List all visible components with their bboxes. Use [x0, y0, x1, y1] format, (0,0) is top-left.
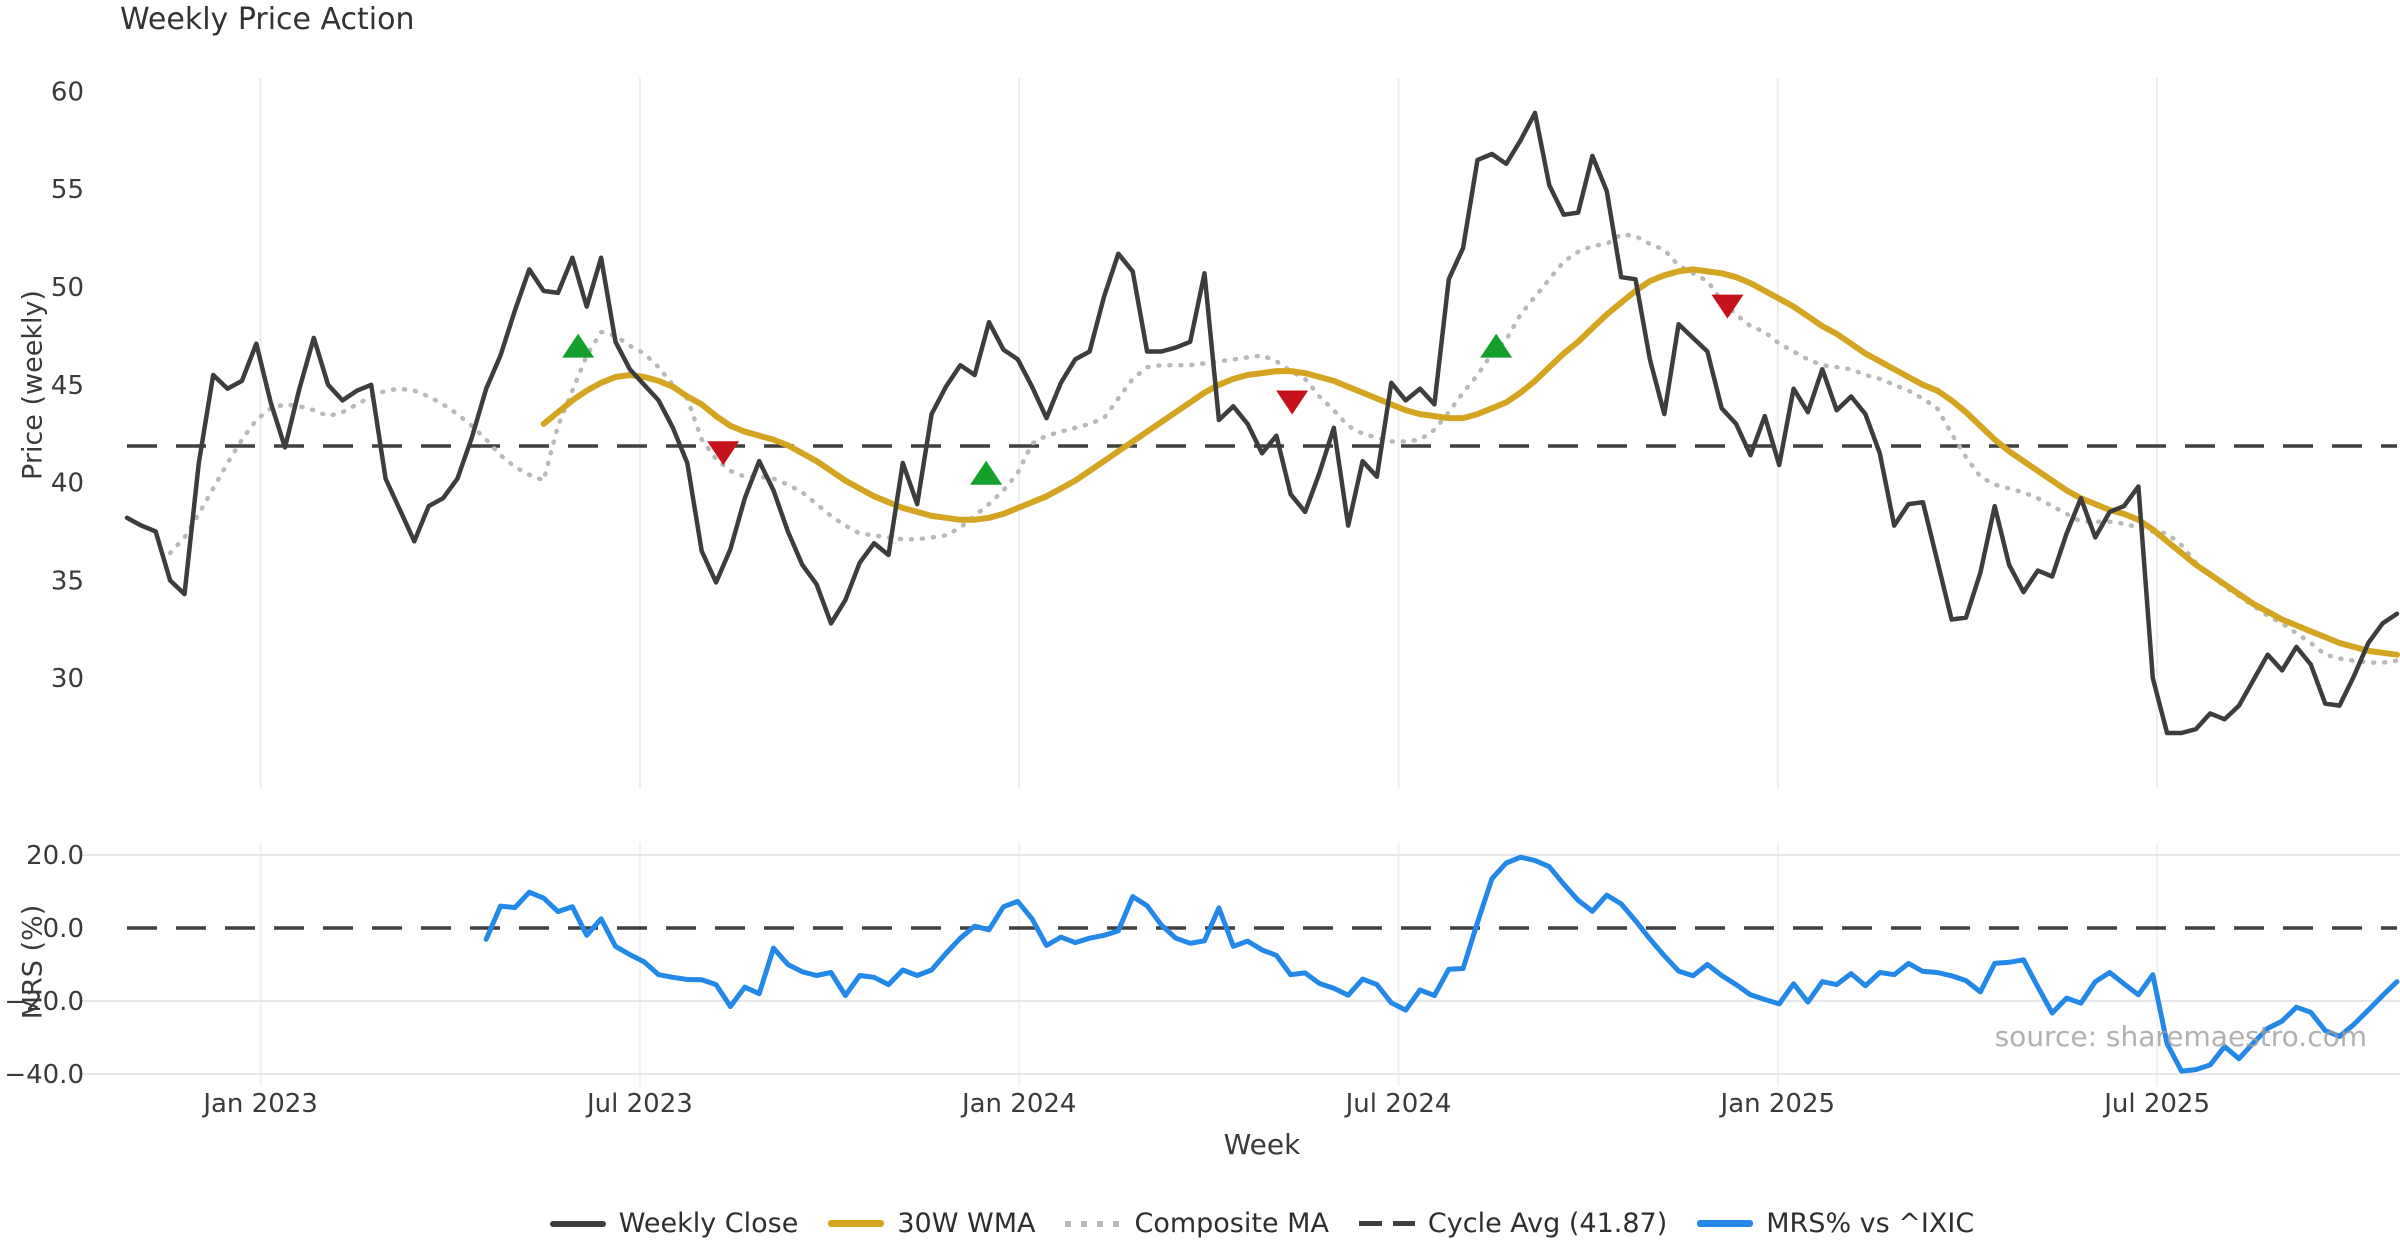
mrs-ytick-label: 0.0 — [43, 914, 84, 944]
mrs-ytick-label: −40.0 — [4, 1060, 84, 1090]
x-tick-label: Jul 2024 — [1344, 1089, 1452, 1119]
composite-swatch-icon — [1065, 1220, 1122, 1227]
x-tick-label: Jul 2023 — [585, 1089, 693, 1119]
x-axis-label: Week — [1223, 1128, 1301, 1161]
legend-label: MRS% vs ^IXIC — [1766, 1208, 1975, 1239]
buy-signal-triangle-icon — [970, 460, 1003, 485]
x-tick-label: Jan 2024 — [960, 1089, 1077, 1119]
legend-item-composite-ma: Composite MA — [1065, 1208, 1329, 1239]
legend-item-cycle-avg: Cycle Avg (41.87) — [1358, 1208, 1668, 1239]
wma-30w-line — [540, 266, 2400, 658]
x-tick-label: Jan 2025 — [1719, 1089, 1836, 1119]
legend: Weekly Close 30W WMA Composite MA Cycle … — [127, 1208, 2397, 1239]
mrs-line — [483, 854, 2400, 1074]
watermark: source: sharemaestro.com — [1994, 1020, 2367, 1053]
sell-signal-triangle-icon — [707, 441, 740, 466]
price-ytick-label: 30 — [51, 664, 84, 694]
buy-signal-triangle-icon — [1480, 333, 1513, 358]
mrs-ytick-label: −20.0 — [4, 987, 84, 1017]
price-ytick-label: 60 — [51, 77, 84, 107]
price-ytick-label: 35 — [51, 566, 84, 596]
chart-title: Weekly Price Action — [120, 2, 415, 37]
wma-swatch-icon — [828, 1220, 885, 1227]
legend-item-30w-wma: 30W WMA — [828, 1208, 1035, 1239]
x-tick-label: Jan 2023 — [201, 1089, 318, 1119]
weekly-close-swatch-icon — [549, 1220, 606, 1227]
price-ytick-label: 55 — [51, 175, 84, 205]
price-ytick-label: 40 — [51, 469, 84, 499]
cycle-avg-swatch-icon — [1358, 1221, 1415, 1226]
legend-label: 30W WMA — [897, 1208, 1036, 1239]
legend-item-weekly-close: Weekly Close — [549, 1208, 799, 1239]
sell-signal-triangle-icon — [1711, 294, 1744, 319]
buy-signal-triangle-icon — [562, 333, 595, 358]
composite-ma-line — [167, 231, 2400, 665]
legend-label: Weekly Close — [618, 1208, 799, 1239]
sell-signal-triangle-icon — [1276, 390, 1309, 415]
legend-item-mrs: MRS% vs ^IXIC — [1697, 1208, 1974, 1239]
price-ytick-label: 45 — [51, 371, 84, 401]
x-tick-label: Jul 2025 — [2102, 1089, 2210, 1119]
legend-label: Cycle Avg (41.87) — [1427, 1208, 1668, 1239]
mrs-ytick-label: 20.0 — [26, 841, 84, 871]
weekly-close-line — [124, 110, 2400, 736]
mrs-swatch-icon — [1697, 1220, 1754, 1227]
price-ytick-label: 50 — [51, 273, 84, 303]
legend-label: Composite MA — [1134, 1208, 1329, 1239]
